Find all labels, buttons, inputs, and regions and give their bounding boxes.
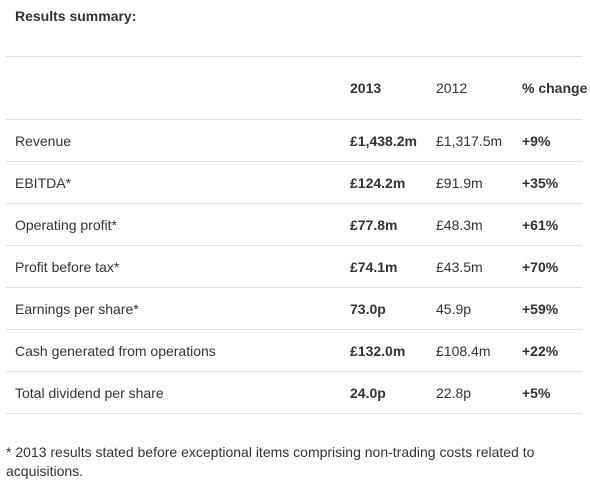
- row-change: +61%: [513, 203, 582, 246]
- row-value-2013: 73.0p: [341, 287, 427, 330]
- row-value-2012: £48.3m: [427, 203, 513, 246]
- header-2013: 2013: [341, 56, 427, 120]
- row-label: Total dividend per share: [6, 371, 341, 414]
- row-value-2012: £43.5m: [427, 245, 513, 288]
- row-label: Revenue: [6, 119, 341, 162]
- table-row: Total dividend per share 24.0p 22.8p +5%: [6, 371, 582, 414]
- row-value-2013: £132.0m: [341, 329, 427, 372]
- row-value-2012: 22.8p: [427, 371, 513, 414]
- header-change: % change: [513, 56, 587, 120]
- header-2012: 2012: [427, 56, 513, 120]
- table-header-row: 2013 2012 % change: [6, 56, 587, 120]
- page-title: Results summary:: [15, 8, 137, 24]
- row-change: +5%: [513, 371, 582, 414]
- row-value-2013: £77.8m: [341, 203, 427, 246]
- row-change: +70%: [513, 245, 582, 288]
- table-row: Revenue £1,438.2m £1,317.5m +9%: [6, 119, 582, 162]
- footnote: * 2013 results stated before exceptional…: [6, 444, 535, 479]
- row-value-2013: £124.2m: [341, 161, 427, 204]
- row-label: Earnings per share*: [6, 287, 341, 330]
- row-label: EBITDA*: [6, 161, 341, 204]
- table-row: Earnings per share* 73.0p 45.9p +59%: [6, 287, 582, 330]
- row-value-2013: £1,438.2m: [341, 119, 427, 162]
- table-row: Operating profit* £77.8m £48.3m +61%: [6, 203, 582, 246]
- row-value-2013: 24.0p: [341, 371, 427, 414]
- row-change: +9%: [513, 119, 582, 162]
- row-value-2012: £1,317.5m: [427, 119, 513, 162]
- table-row: EBITDA* £124.2m £91.9m +35%: [6, 161, 582, 204]
- row-change: +22%: [513, 329, 582, 372]
- row-value-2012: 45.9p: [427, 287, 513, 330]
- row-label: Operating profit*: [6, 203, 341, 246]
- results-summary-table: 2013 2012 % change Revenue £1,438.2m £1,…: [6, 56, 587, 414]
- table-row: Profit before tax* £74.1m £43.5m +70%: [6, 245, 582, 288]
- row-change: +35%: [513, 161, 582, 204]
- row-label: Cash generated from operations: [6, 329, 341, 372]
- table-row: Cash generated from operations £132.0m £…: [6, 329, 582, 372]
- row-value-2012: £108.4m: [427, 329, 513, 372]
- row-value-2013: £74.1m: [341, 245, 427, 288]
- row-label: Profit before tax*: [6, 245, 341, 288]
- header-label: [6, 56, 341, 120]
- row-change: +59%: [513, 287, 582, 330]
- row-value-2012: £91.9m: [427, 161, 513, 204]
